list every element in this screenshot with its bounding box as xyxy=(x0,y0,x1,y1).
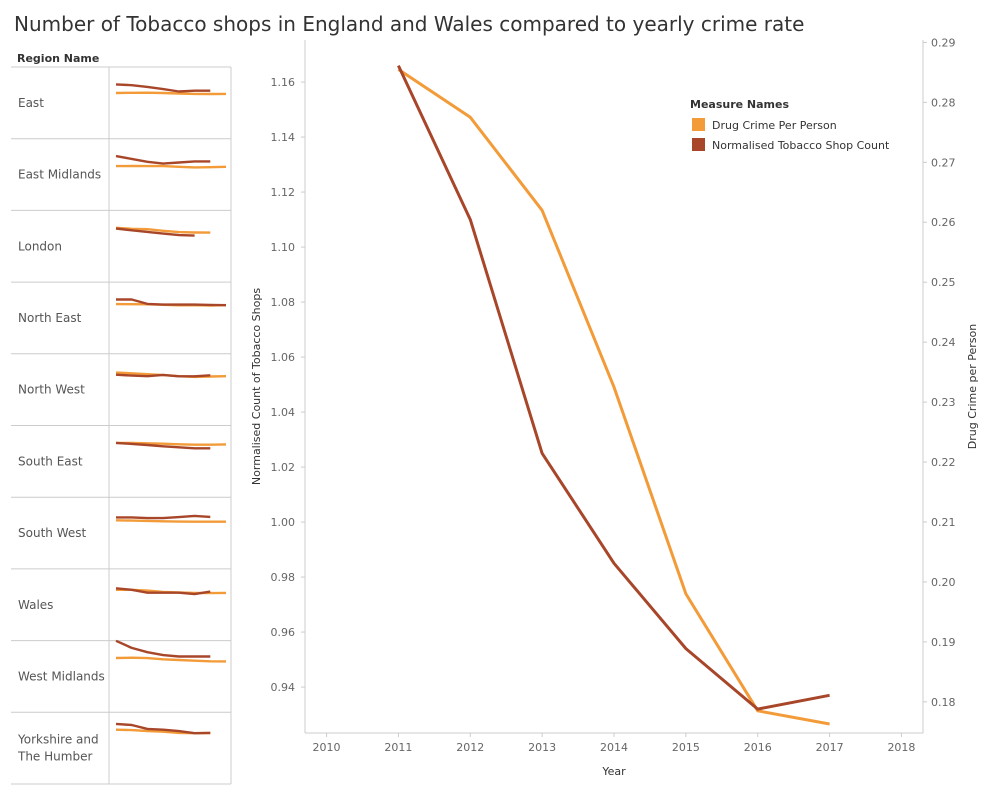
sparkline-tobacco xyxy=(115,722,211,735)
region-label: North East xyxy=(18,311,82,325)
region-label: North West xyxy=(18,383,85,397)
right-tick-label: 0.21 xyxy=(931,516,956,529)
x-tick-label: 2012 xyxy=(456,741,484,754)
region-label: East Midlands xyxy=(18,168,101,182)
sparkline-tobacco xyxy=(115,373,211,378)
region-label: Wales xyxy=(18,598,53,612)
sparkline-tobacco xyxy=(115,227,195,237)
x-tick-label: 2013 xyxy=(528,741,556,754)
left-tick-label: 1.16 xyxy=(271,76,296,89)
sparkline-drug-crime xyxy=(115,519,226,523)
right-tick-label: 0.29 xyxy=(931,36,956,49)
drug-crime-line xyxy=(397,68,830,726)
sparkline-drug-crime xyxy=(115,164,227,169)
left-tick-label: 0.98 xyxy=(271,571,296,584)
right-tick-label: 0.26 xyxy=(931,216,956,229)
x-tick-label: 2017 xyxy=(816,741,844,754)
legend-swatch-tobacco[interactable] xyxy=(692,138,705,151)
sparkline-drug-crime xyxy=(115,656,227,663)
tobacco-count-line xyxy=(397,64,830,711)
region-panel-header: Region Name xyxy=(17,52,100,65)
region-label: The Humber xyxy=(17,750,92,764)
right-tick-label: 0.20 xyxy=(931,576,956,589)
sparkline-tobacco xyxy=(115,587,211,596)
x-axis-title: Year xyxy=(601,765,626,778)
left-tick-label: 1.12 xyxy=(271,186,296,199)
legend-entry-label[interactable]: Drug Crime Per Person xyxy=(712,119,837,132)
region-small-multiples: East East Midlands London North East North W… xyxy=(11,66,232,785)
x-tick-label: 2016 xyxy=(744,741,772,754)
legend-entry-label[interactable]: Normalised Tobacco Shop Count xyxy=(712,139,890,152)
x-tick-label: 2014 xyxy=(600,741,628,754)
region-label: Yorkshire and xyxy=(17,733,99,747)
sparkline-drug-crime xyxy=(115,226,211,234)
right-tick-label: 0.22 xyxy=(931,456,956,469)
left-tick-label: 1.06 xyxy=(271,351,296,364)
left-tick-label: 1.00 xyxy=(271,516,296,529)
sparkline-tobacco xyxy=(116,298,227,307)
x-tick-label: 2010 xyxy=(313,741,341,754)
sparkline-tobacco xyxy=(115,154,211,165)
right-tick-label: 0.19 xyxy=(931,636,956,649)
left-tick-label: 1.10 xyxy=(271,241,296,254)
right-tick-label: 0.18 xyxy=(931,696,956,709)
left-tick-label: 1.14 xyxy=(271,131,296,144)
left-tick-label: 1.08 xyxy=(271,296,296,309)
x-tick-label: 2015 xyxy=(672,741,700,754)
y2-axis-title: Drug Crime per Person xyxy=(966,324,979,449)
left-tick-label: 1.04 xyxy=(271,406,296,419)
y-axis-title: Normalised Count of Tobacco Shops xyxy=(250,288,263,485)
right-tick-label: 0.28 xyxy=(931,96,956,109)
x-tick-label: 2011 xyxy=(384,741,412,754)
legend-title: Measure Names xyxy=(690,98,789,111)
region-label: West Midlands xyxy=(18,669,105,683)
sparkline-tobacco xyxy=(115,441,211,450)
page-title: Number of Tobacco shops in England and W… xyxy=(14,12,805,36)
region-label: London xyxy=(18,239,62,253)
sparkline-drug-crime xyxy=(115,91,227,96)
region-label: South West xyxy=(18,526,86,540)
region-label: South East xyxy=(18,454,83,468)
right-tick-label: 0.27 xyxy=(931,156,956,169)
left-tick-label: 0.94 xyxy=(271,681,296,694)
left-tick-label: 0.96 xyxy=(271,626,296,639)
x-tick-label: 2018 xyxy=(887,741,915,754)
sparkline-tobacco xyxy=(116,514,211,520)
sparkline-tobacco xyxy=(115,83,211,93)
right-tick-label: 0.24 xyxy=(931,336,956,349)
right-tick-label: 0.23 xyxy=(931,396,956,409)
legend-swatch-drug-crime[interactable] xyxy=(692,118,705,131)
region-label: East xyxy=(18,96,44,110)
right-tick-label: 0.25 xyxy=(931,276,956,289)
left-tick-label: 1.02 xyxy=(271,461,296,474)
sparkline-tobacco xyxy=(115,639,211,658)
